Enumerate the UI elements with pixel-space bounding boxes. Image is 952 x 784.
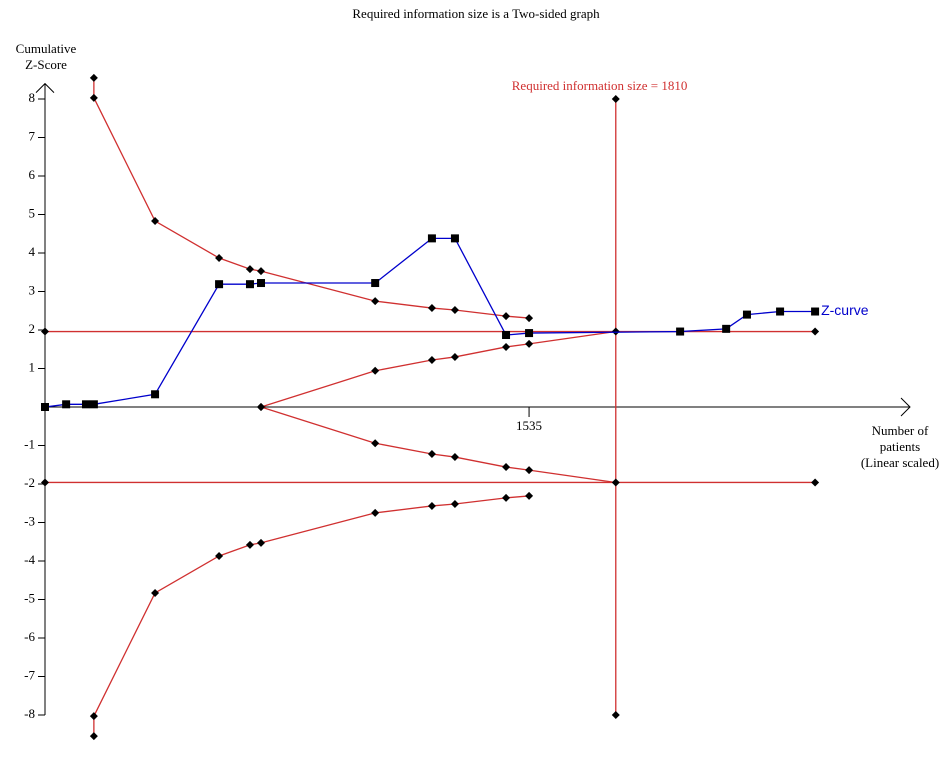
marker [151,390,160,399]
x-axis-label: Number of [872,423,929,438]
series-line [44,237,816,408]
marker [371,366,380,375]
y-axis-label: Z-Score [25,57,67,72]
marker [427,501,436,510]
y-tick-label: -6 [24,629,35,644]
marker [450,500,459,509]
y-tick-label: -7 [24,667,35,682]
y-tick-label: 6 [29,167,36,182]
marker [41,478,49,487]
x-axis-label: patients [880,439,920,454]
series-line [260,330,616,408]
marker [371,508,380,517]
marker [450,453,459,462]
marker [502,331,511,340]
marker [611,95,620,103]
marker [257,403,266,411]
marker [81,400,90,409]
marker [427,356,436,365]
marker [245,280,254,289]
marker [89,73,98,82]
marker [502,312,511,321]
y-tick-label: -5 [24,590,35,605]
y-tick-label: 3 [29,282,36,297]
y-tick-label: 2 [29,321,36,336]
marker [89,712,98,721]
marker [811,478,820,487]
marker [611,711,620,719]
y-tick-label: -2 [24,475,35,490]
marker [89,732,98,741]
marker [257,279,266,288]
marker [151,588,160,597]
x-tick-label: 1535 [516,418,542,433]
marker [427,304,436,313]
y-tick-label: 8 [29,90,36,105]
marker [257,538,266,547]
marker [450,234,459,243]
y-tick-label: 5 [29,205,36,220]
y-tick-label: -4 [24,552,35,567]
marker [62,400,71,409]
x-axis-label: (Linear scaled) [861,455,939,470]
series-line [93,77,530,319]
marker [742,310,751,319]
annotation: Required information size = 1810 [512,78,688,93]
marker [611,327,620,336]
marker [722,324,731,333]
series-line [93,495,530,737]
marker [41,327,49,336]
marker [427,449,436,458]
marker [450,352,459,361]
marker [245,265,254,274]
marker [525,491,534,500]
x-axis-arrow [900,397,911,417]
marker [776,307,785,316]
marker [41,403,49,411]
y-tick-label: 1 [29,359,36,374]
marker [215,280,224,289]
y-tick-label: -8 [24,706,35,721]
y-tick-label: 7 [29,128,36,143]
marker [525,339,534,348]
y-axis-label: Cumulative [16,41,77,56]
y-tick-label: -3 [24,513,35,528]
marker [371,297,380,306]
marker [450,305,459,314]
chart-title: Required information size is a Two-sided… [352,6,600,21]
marker [427,234,436,243]
marker [611,478,620,487]
marker [525,329,534,338]
marker [151,217,160,226]
marker [811,307,820,316]
marker [215,254,224,263]
marker [245,540,254,549]
marker [89,93,98,102]
y-tick-label: -1 [24,436,35,451]
marker [257,267,266,276]
marker [371,439,380,448]
marker [215,551,224,560]
marker [502,463,511,472]
marker [676,327,685,336]
marker [811,327,820,336]
series-line [260,406,616,484]
y-axis-arrow [35,82,55,93]
marker [502,493,511,502]
marker [525,466,534,475]
marker [502,342,511,351]
y-tick-label: 4 [29,244,36,259]
marker [89,400,98,409]
marker [525,314,534,323]
marker [371,279,380,288]
series-label: Z-curve [821,302,869,318]
